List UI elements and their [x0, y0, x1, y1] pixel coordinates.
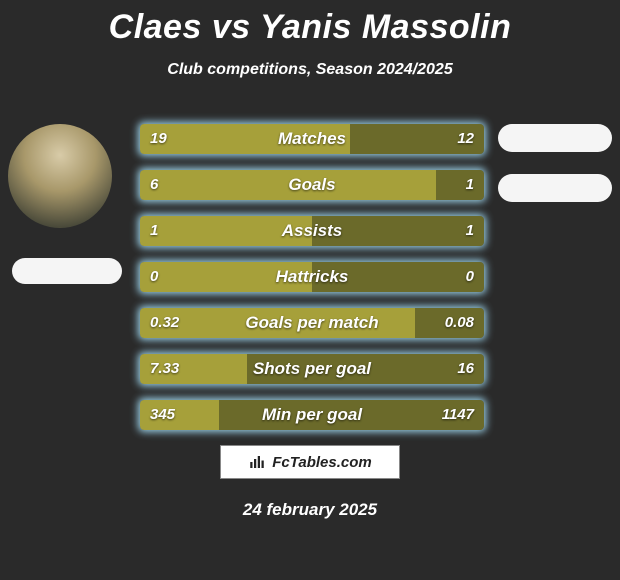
stat-value-right: 0 [466, 262, 474, 292]
stat-value-right: 12 [457, 124, 474, 154]
stat-value-left: 7.33 [150, 354, 179, 384]
stat-value-right: 0.08 [445, 308, 474, 338]
stat-row: Min per goal345 1147 [140, 400, 484, 430]
stat-row: Goals per match0.32 0.08 [140, 308, 484, 338]
stats-bars-container: Matches1912Goals61Assists11Hattricks00Go… [140, 124, 484, 446]
stat-value-left: 0 [150, 262, 158, 292]
stat-value-left: 6 [150, 170, 158, 200]
chart-icon [248, 453, 266, 471]
stat-label: Shots per goal [140, 354, 484, 384]
stat-label: Goals per match [140, 308, 484, 338]
player-right-name-pill-1 [498, 124, 612, 152]
stat-row: Goals6 1 [140, 170, 484, 200]
stat-row: Hattricks0 0 [140, 262, 484, 292]
player-left-name-pill [12, 258, 122, 284]
stat-value-right: 1 [466, 170, 474, 200]
stat-label: Min per goal [140, 400, 484, 430]
player-left-avatar [8, 124, 112, 228]
branding-label: FcTables.com [272, 454, 371, 471]
stat-label: Goals [140, 170, 484, 200]
stat-value-left: 345 [150, 400, 175, 430]
subtitle: Club competitions, Season 2024/2025 [0, 61, 620, 79]
stat-value-right: 1147 [442, 400, 474, 430]
stat-label: Assists [140, 216, 484, 246]
stat-value-left: 19 [150, 124, 167, 154]
page-title: Claes vs Yanis Massolin [0, 0, 620, 47]
stat-label: Matches [140, 124, 484, 154]
stat-value-right: 1 [466, 216, 474, 246]
stat-value-right: 16 [457, 354, 474, 384]
branding-badge: FcTables.com [220, 445, 400, 479]
stat-row: Matches19 12 [140, 124, 484, 154]
stat-value-left: 0.32 [150, 308, 179, 338]
stat-value-left: 1 [150, 216, 158, 246]
stat-row: Assists1 1 [140, 216, 484, 246]
stat-row: Shots per goal7.33 16 [140, 354, 484, 384]
stat-label: Hattricks [140, 262, 484, 292]
player-right-name-pill-2 [498, 174, 612, 202]
date-label: 24 february 2025 [0, 500, 620, 520]
